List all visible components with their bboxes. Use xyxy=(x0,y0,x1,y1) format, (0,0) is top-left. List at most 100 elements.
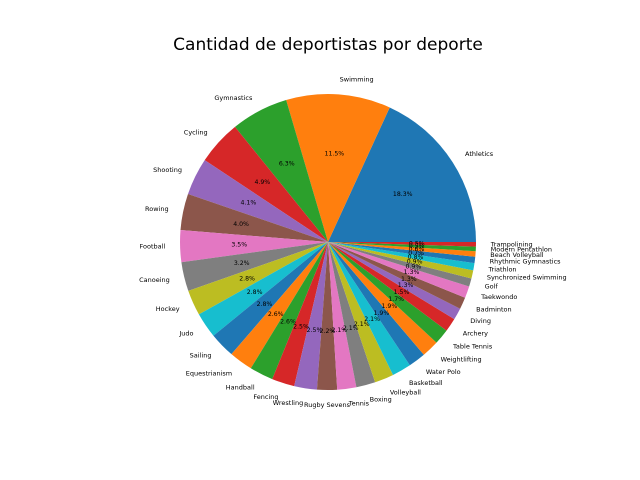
pie-slice-fencing xyxy=(272,242,328,387)
pie-slice-weightlifting xyxy=(328,242,437,355)
category-label: Table Tennis xyxy=(452,342,493,350)
category-label: Volleyball xyxy=(390,389,421,397)
percent-label: 0.7% xyxy=(408,250,424,257)
pie-slice-golf xyxy=(328,242,472,287)
category-label: Canoeing xyxy=(139,276,170,284)
percent-label: 4.9% xyxy=(254,179,270,186)
pie-slice-handball xyxy=(250,242,328,380)
category-label: Handball xyxy=(226,383,255,391)
percent-label: 4.1% xyxy=(240,200,256,207)
category-label: Modern Pentathlon xyxy=(491,246,552,254)
pie-slice-rhythmic-gymnastics xyxy=(328,242,476,264)
percent-label: 2.1% xyxy=(331,327,347,334)
percent-label: 2.6% xyxy=(268,311,284,318)
category-label: Equestrianism xyxy=(186,370,232,378)
category-label: Judo xyxy=(178,330,193,338)
percent-label: 6.3% xyxy=(279,160,295,167)
percent-label: 0.9% xyxy=(406,263,422,270)
pie-slice-boxing xyxy=(328,242,376,388)
pie-slice-gymnastics xyxy=(235,100,328,242)
category-label: Archery xyxy=(463,329,488,337)
category-label: Beach Volleyball xyxy=(490,251,543,259)
percent-label: 2.1% xyxy=(354,321,370,328)
pie-slice-modern-pentathlon xyxy=(328,242,476,252)
category-label: Football xyxy=(140,243,166,251)
pie-slice-canoeing xyxy=(181,242,328,291)
category-label: Rhythmic Gymnastics xyxy=(490,258,562,266)
pie-slices xyxy=(180,93,476,391)
percent-label: 2.1% xyxy=(364,316,380,323)
percent-label: 2.1% xyxy=(343,325,359,332)
category-label: Gymnastics xyxy=(214,94,253,102)
pie-slice-diving xyxy=(328,242,461,320)
pie-slice-basketball xyxy=(328,242,410,375)
chart-title: Cantidad de deportistas por deporte xyxy=(173,35,483,55)
pie-slice-wrestling xyxy=(294,242,328,390)
pie-slice-synchronized-swimming xyxy=(328,242,474,279)
category-label: Tennis xyxy=(348,399,370,407)
percent-label: 1.3% xyxy=(401,276,417,283)
pie-slice-badminton xyxy=(328,242,466,309)
percent-label: 2.5% xyxy=(293,324,309,331)
percent-label: 2.6% xyxy=(280,318,296,325)
pie-slice-hockey xyxy=(188,242,328,315)
category-label: Triathlon xyxy=(488,265,517,273)
category-label: Water Polo xyxy=(426,368,461,376)
percent-label: 1.9% xyxy=(374,310,390,317)
category-label: Golf xyxy=(485,283,499,291)
pie-slice-judo xyxy=(198,242,328,336)
pie-slice-athletics xyxy=(328,107,476,242)
pie-slice-swimming xyxy=(286,93,390,242)
percent-label: 11.5% xyxy=(325,150,345,157)
pie-slice-taekwondo xyxy=(328,242,470,298)
category-label: Shooting xyxy=(153,166,182,174)
percent-label: 1.9% xyxy=(382,303,398,310)
pie-slice-table-tennis xyxy=(328,242,447,343)
percent-label: 2.8% xyxy=(257,301,273,308)
pie-slice-water-polo xyxy=(328,242,424,366)
category-label: Rowing xyxy=(145,205,169,213)
pie-slice-archery xyxy=(328,242,455,331)
category-label: Trampolining xyxy=(490,241,533,249)
percent-label: 0.5% xyxy=(409,243,425,250)
pie-slice-beach-volleyball xyxy=(328,242,476,257)
category-label: Basketball xyxy=(409,379,443,387)
pie-slice-volleyball xyxy=(328,242,394,383)
pie-slice-shooting xyxy=(188,160,328,242)
pie-slice-triathlon xyxy=(328,242,475,271)
percent-label: 2.8% xyxy=(239,276,255,283)
percent-label: 0.6% xyxy=(409,246,425,253)
pie-slice-equestrianism xyxy=(231,242,328,369)
category-label: Hockey xyxy=(156,305,180,313)
pie-slice-football xyxy=(180,230,328,263)
category-label: Synchronized Swimming xyxy=(487,274,567,282)
percent-label: 1.3% xyxy=(398,282,414,289)
percent-label: 4.0% xyxy=(233,221,249,228)
percent-label: 1.3% xyxy=(404,269,420,276)
percent-label: 0.9% xyxy=(407,258,423,265)
percent-label: 3.2% xyxy=(234,260,250,267)
percent-label: 2.5% xyxy=(307,327,323,334)
category-label: Athletics xyxy=(465,150,494,158)
pie-slice-rugby-sevens xyxy=(316,242,338,391)
category-label: Fencing xyxy=(253,393,278,401)
percent-label: 3.5% xyxy=(231,241,247,248)
percent-label: 1.7% xyxy=(388,296,404,303)
category-label: Rugby Sevens xyxy=(304,401,351,409)
category-label: Swimming xyxy=(340,76,374,84)
pie-slice-rowing xyxy=(180,193,328,242)
percent-labels: 18.3% 11.5% 6.3% 4.9% 4.1% 4.0% 3.5% 3.2% 2.8% 2.… xyxy=(231,150,424,334)
category-label: Boxing xyxy=(370,395,392,403)
category-label: Weightlifting xyxy=(441,356,482,364)
pie-slice-tennis xyxy=(328,242,357,390)
percent-label: 1.5% xyxy=(394,289,410,296)
category-label: Taekwondo xyxy=(480,293,517,301)
category-label: Wrestling xyxy=(273,399,303,407)
percent-label: 0.8% xyxy=(408,254,424,261)
category-label: Cycling xyxy=(184,128,208,136)
category-label: Diving xyxy=(470,317,491,325)
percent-label: 0.5% xyxy=(409,240,425,247)
category-label: Sailing xyxy=(190,352,212,360)
percent-label: 2.2% xyxy=(320,328,336,335)
